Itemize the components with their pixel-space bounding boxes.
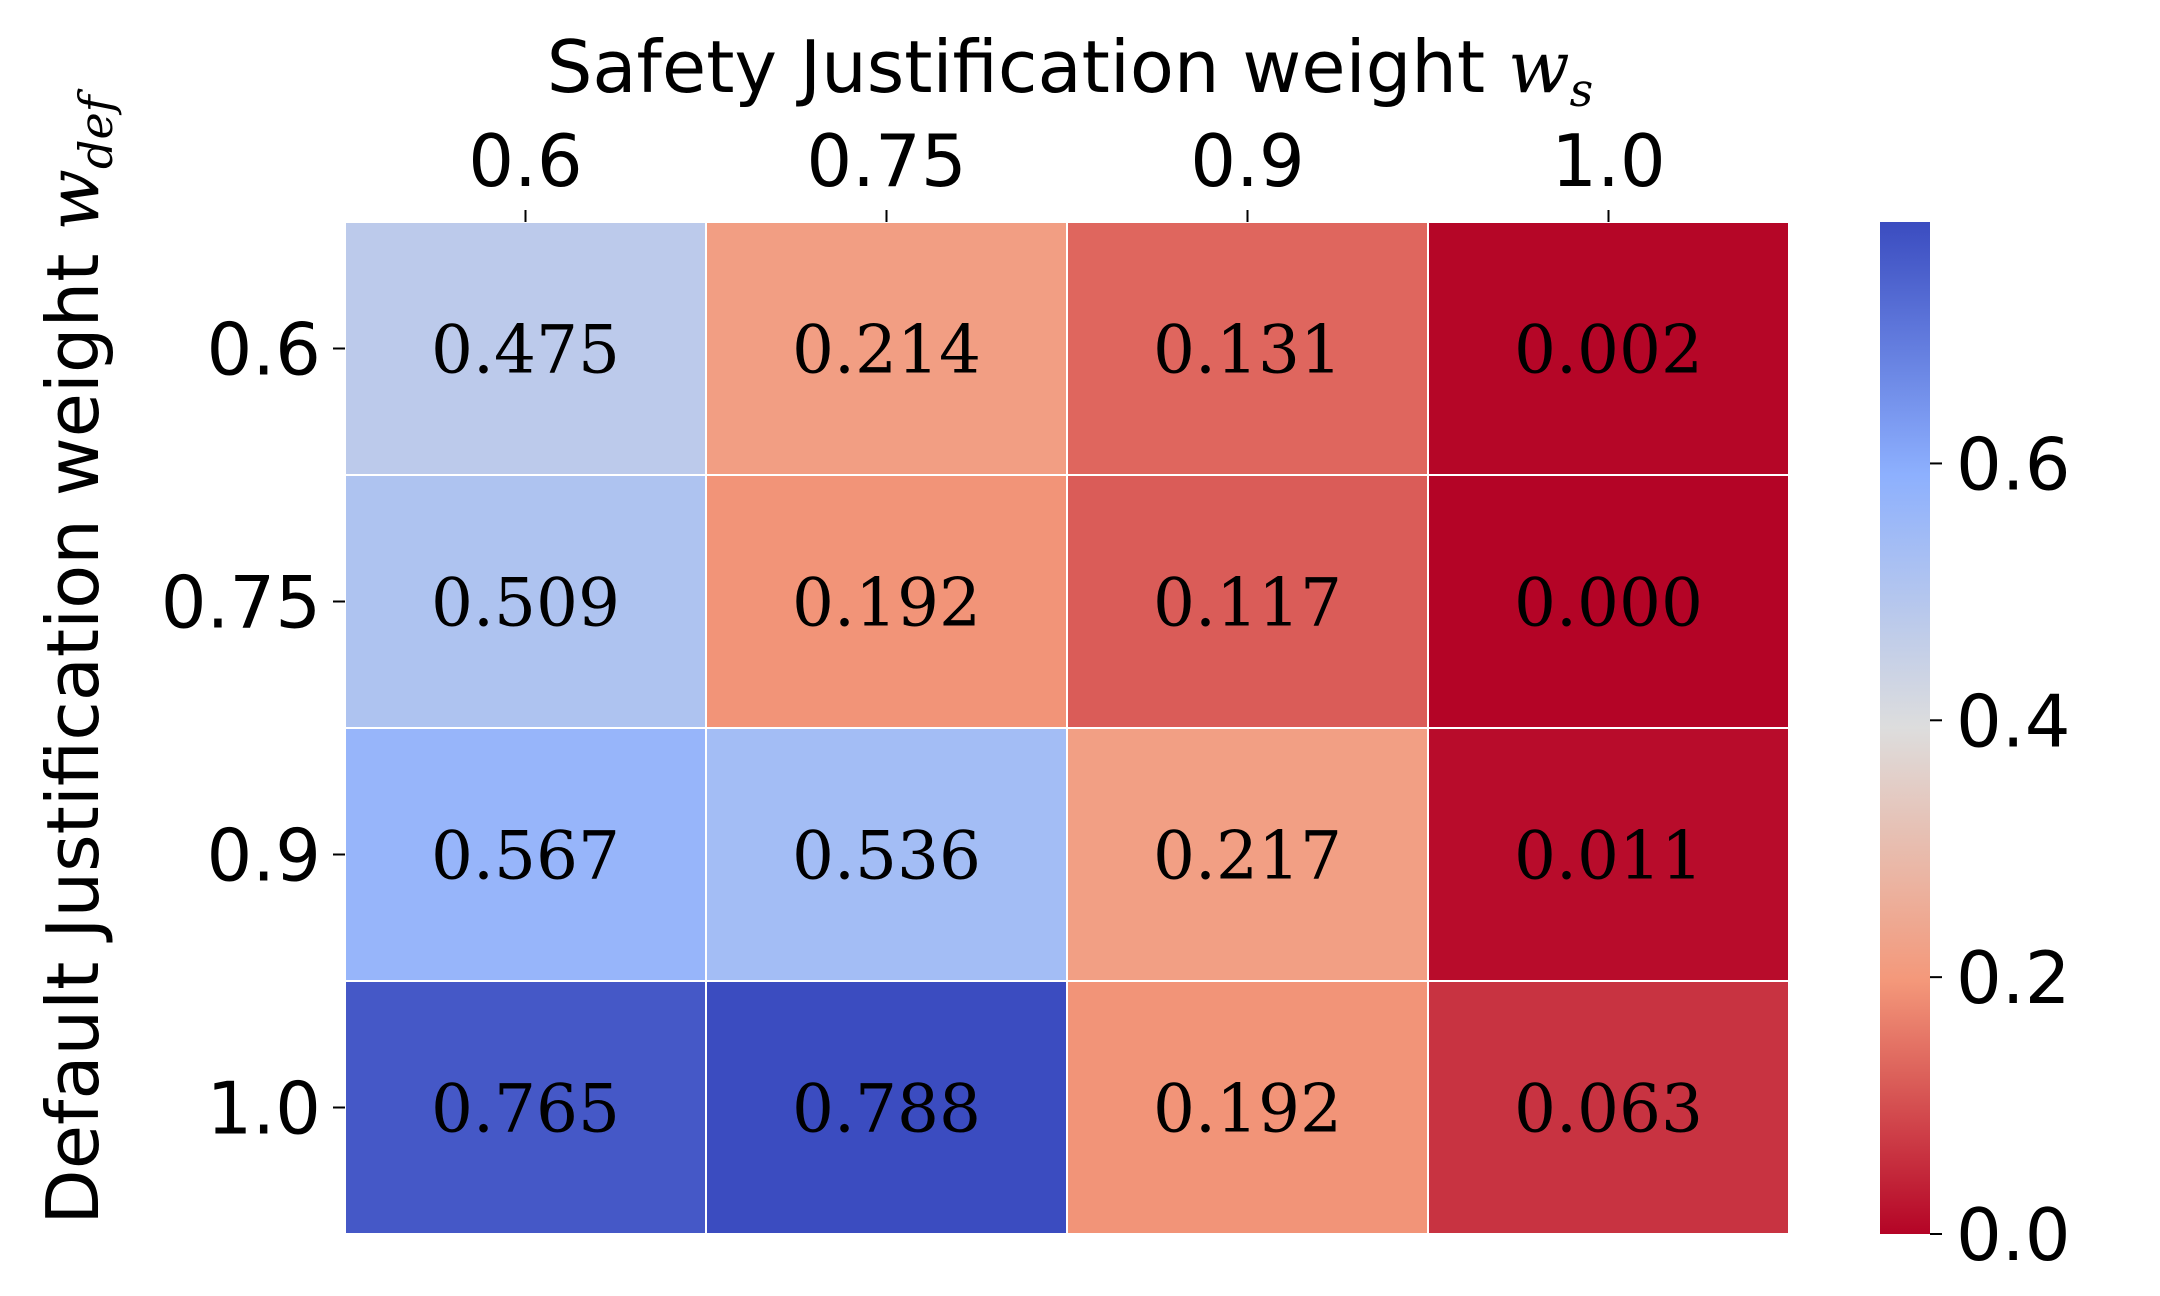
heatmap-cell bbox=[344, 474, 707, 729]
heatmap-cell bbox=[705, 474, 1068, 729]
x-tick-label: 0.9 bbox=[1190, 119, 1305, 203]
cell-value-label: 0.192 bbox=[1153, 1071, 1342, 1148]
colorbar-tick-label: 0.4 bbox=[1956, 679, 2071, 763]
colorbar-gradient bbox=[1880, 222, 1930, 1234]
y-tick-label: 0.9 bbox=[206, 814, 321, 898]
cell-value-label: 0.131 bbox=[1153, 312, 1342, 389]
colorbar-tick-label: 0.0 bbox=[1956, 1193, 2071, 1277]
heatmap-cell bbox=[705, 221, 1068, 476]
heatmap-cell bbox=[705, 727, 1068, 982]
y-tick-label: 0.75 bbox=[161, 561, 321, 645]
heatmap-cell bbox=[1066, 474, 1429, 729]
heatmap-cell bbox=[1427, 980, 1790, 1235]
cell-value-label: 0.192 bbox=[792, 565, 981, 642]
cell-value-label: 0.475 bbox=[431, 312, 620, 389]
x-tick-label: 1.0 bbox=[1551, 119, 1666, 203]
cell-value-label: 0.117 bbox=[1153, 565, 1342, 642]
cell-value-label: 0.002 bbox=[1514, 312, 1703, 389]
cell-value-label: 0.011 bbox=[1514, 818, 1703, 895]
colorbar-tick-label: 0.2 bbox=[1956, 936, 2071, 1020]
heatmap-cell bbox=[705, 980, 1068, 1235]
cell-value-label: 0.788 bbox=[792, 1071, 981, 1148]
cell-value-label: 0.509 bbox=[431, 565, 620, 642]
x-axis-ticks: 0.6 0.75 0.9 1.0 bbox=[468, 119, 1666, 222]
heatmap-cell bbox=[344, 221, 707, 476]
heatmap-cell bbox=[1066, 980, 1429, 1235]
heatmap-cell bbox=[344, 980, 707, 1235]
y-axis-title: Default Justification weight wdef bbox=[31, 88, 123, 1224]
y-tick-label: 0.6 bbox=[206, 308, 321, 392]
colorbar: 0.0 0.2 0.4 0.6 bbox=[1880, 222, 2071, 1277]
colorbar-tick-label: 0.6 bbox=[1956, 422, 2071, 506]
y-axis-ticks: 0.6 0.75 0.9 1.0 bbox=[161, 308, 345, 1151]
cell-value-label: 0.000 bbox=[1514, 565, 1703, 642]
heatmap-cell bbox=[1427, 474, 1790, 729]
x-axis-title: Safety Justification weight ws bbox=[547, 25, 1594, 117]
cell-value-label: 0.063 bbox=[1514, 1071, 1703, 1148]
cell-value-label: 0.567 bbox=[431, 818, 620, 895]
x-tick-label: 0.6 bbox=[468, 119, 583, 203]
cell-annotations: 0.475 0.214 0.131 0.002 0.509 0.192 0.117 0.000… bbox=[431, 312, 1703, 1148]
heatmap-cell bbox=[1427, 221, 1790, 476]
y-tick-label: 1.0 bbox=[206, 1067, 321, 1151]
cell-value-label: 0.217 bbox=[1153, 818, 1342, 895]
heatmap-cell bbox=[1427, 727, 1790, 982]
cell-value-label: 0.765 bbox=[431, 1071, 620, 1148]
x-tick-label: 0.75 bbox=[806, 119, 966, 203]
cell-value-label: 0.214 bbox=[792, 312, 981, 389]
cell-value-label: 0.536 bbox=[792, 818, 981, 895]
heatmap-cells bbox=[344, 221, 1790, 1235]
